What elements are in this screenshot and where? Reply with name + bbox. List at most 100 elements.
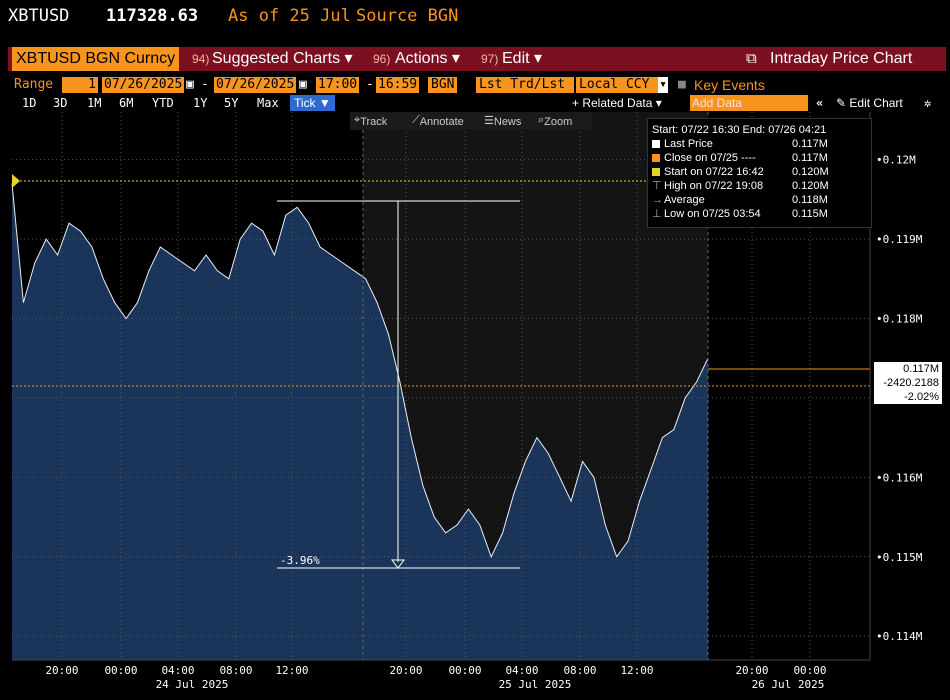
date-dash: - <box>201 77 209 92</box>
chevron-down-icon: ▾ <box>451 50 460 67</box>
currency-select[interactable]: Local CCY <box>576 77 662 93</box>
source-field[interactable]: BGN <box>428 77 458 93</box>
add-data-input[interactable]: Add Data <box>690 95 808 111</box>
end-time-field[interactable]: 16:59 <box>376 77 420 93</box>
as-of: As of 25 Jul <box>228 6 351 26</box>
period-6m[interactable]: 6M <box>119 96 134 110</box>
menu-toolbar: XBTUSD BGN Curncy 94) Suggested Charts ▾… <box>8 47 946 71</box>
start-date-field[interactable]: 07/26/2025 <box>102 77 185 93</box>
range-bar: Range 1 07/26/2025 ▣ - 07/26/2025 ▣ 17:0… <box>0 76 950 94</box>
annotate-tool[interactable]: ⟋ Annotate <box>412 114 464 128</box>
x-axis-ticks: 20:00 00:00 04:00 08:00 12:00 20:00 00:00 04:00… <box>45 664 826 677</box>
average-icon: → <box>652 194 663 206</box>
net-change-tag: -2420.2188 <box>874 376 942 390</box>
x-tick-label: 08:00 <box>563 664 596 677</box>
legend-row: Start on 07/22 16:42 0.120M <box>652 165 829 179</box>
field-select[interactable]: Lst Trd/Lst P: <box>476 77 574 93</box>
gear-icon[interactable]: ✲ <box>924 96 932 110</box>
date-label: 26 Jul 2025 <box>752 678 825 691</box>
source: Source BGN <box>356 6 459 26</box>
period-ytd[interactable]: YTD <box>152 96 174 110</box>
pct-change-tag: -2.02% <box>874 390 942 404</box>
x-tick-label: 20:00 <box>389 664 422 677</box>
period-1y[interactable]: 1Y <box>193 96 208 110</box>
y-tick-label: •0.114M <box>876 630 923 643</box>
zoom-tool[interactable]: ⌕ Zoom <box>538 114 573 128</box>
legend-row: ⊤ High on 07/22 19:08 0.120M <box>652 180 829 192</box>
period-5y[interactable]: 5Y <box>224 96 239 110</box>
chevron-down-icon[interactable]: ▾ <box>658 77 668 93</box>
last-price-tag: 0.117M <box>874 362 942 376</box>
y-axis-ticks: •0.12M •0.119M •0.118M •0.116M •0.115M •0.114… <box>876 154 923 644</box>
legend-row: Last Price 0.117M <box>652 137 828 151</box>
period-1m[interactable]: 1M <box>87 96 102 110</box>
last-price: 117328.63 <box>106 6 199 26</box>
period-1d[interactable]: 1D <box>22 96 37 110</box>
chevron-down-icon: ▾ <box>344 50 353 67</box>
range-label: Range <box>14 77 54 92</box>
x-axis-dates: 24 Jul 2025 25 Jul 2025 26 Jul 2025 <box>156 678 825 691</box>
chevron-down-icon: ▾ <box>534 50 543 67</box>
legend-row: →Average 0.118M <box>652 194 828 206</box>
x-tick-label: 00:00 <box>793 664 826 677</box>
time-dash: - <box>366 77 374 92</box>
period-field[interactable]: 1 <box>62 77 98 93</box>
tick-button[interactable]: Tick ▼ <box>290 95 335 111</box>
y-tick-label: •0.116M <box>876 471 923 484</box>
x-tick-label: 08:00 <box>219 664 252 677</box>
external-link-icon[interactable]: ⧉ <box>746 50 757 67</box>
key-events-checkbox[interactable]: ■ <box>678 77 686 92</box>
swatch <box>652 140 660 149</box>
swatch <box>652 154 660 163</box>
drawdown-label: -3.96% <box>280 554 320 567</box>
start-time-field[interactable]: 17:00 <box>316 77 360 93</box>
actions-button[interactable]: Actions ▾ <box>395 50 460 67</box>
x-tick-label: 20:00 <box>735 664 768 677</box>
suggested-charts-button[interactable]: Suggested Charts ▾ <box>212 50 353 67</box>
collapse-icon[interactable]: « <box>816 96 824 110</box>
calendar-icon[interactable]: ▣ <box>186 77 194 92</box>
legend-row: Close on 07/25 ---- 0.117M <box>652 151 828 165</box>
edit-button[interactable]: Edit ▾ <box>502 50 543 67</box>
period-bar: 1D 3D 1M 6M YTD 1Y 5Y Max Tick ▼ + Relat… <box>0 94 950 112</box>
actions-num: 96) <box>373 52 391 66</box>
y-tick-label: •0.115M <box>876 551 923 564</box>
horizontal-grid <box>12 159 870 637</box>
x-tick-label: 20:00 <box>45 664 78 677</box>
chart-legend: Start: 07/22 16:30 End: 07/26 04:21 Last… <box>647 118 872 228</box>
y-tick-label: •0.119M <box>876 233 923 246</box>
y-tick-label: •0.12M <box>876 154 916 167</box>
x-tick-label: 04:00 <box>161 664 194 677</box>
x-tick-label: 12:00 <box>275 664 308 677</box>
related-data-button[interactable]: + Related Data ▾ <box>572 96 662 110</box>
top-bar: XBTUSD 117328.63 As of 25 Jul Source BGN <box>0 0 950 42</box>
suggested-num: 94) <box>192 52 210 66</box>
drawdown-annotation[interactable]: -3.96% <box>277 200 520 569</box>
news-tool[interactable]: ☰ News <box>484 115 522 128</box>
x-tick-label: 12:00 <box>620 664 653 677</box>
low-icon: ⊥ <box>652 208 662 220</box>
period-max[interactable]: Max <box>257 96 279 110</box>
date-label: 25 Jul 2025 <box>499 678 572 691</box>
x-tick-label: 00:00 <box>448 664 481 677</box>
track-tool[interactable]: ⌖ Track <box>354 114 388 128</box>
edit-chart-button[interactable]: ✎ Edit Chart <box>836 96 903 110</box>
x-tick-label: 04:00 <box>505 664 538 677</box>
calendar-icon[interactable]: ▣ <box>299 77 307 92</box>
price-area <box>12 183 708 660</box>
price-line <box>11 183 709 559</box>
vertical-grid <box>61 112 811 660</box>
start-marker <box>12 174 20 188</box>
end-date-field[interactable]: 07/26/2025 <box>214 77 297 93</box>
key-events-label: Key Events <box>694 77 765 93</box>
chart-tools: ⌖ Track ⟋ Annotate ☰ News ⌕ Zoom <box>350 112 592 130</box>
period-3d[interactable]: 3D <box>53 96 68 110</box>
chart-title: Intraday Price Chart <box>770 50 913 67</box>
y-tick-label: •0.118M <box>876 312 923 325</box>
date-label: 24 Jul 2025 <box>156 678 229 691</box>
security-field[interactable]: XBTUSD BGN Curncy <box>12 47 180 71</box>
edit-num: 97) <box>481 52 499 66</box>
legend-range: Start: 07/22 16:30 End: 07/26 04:21 <box>652 124 827 136</box>
ticker: XBTUSD <box>8 6 70 26</box>
legend-row: ⊥ Low on 07/25 03:54 0.115M <box>652 208 828 220</box>
